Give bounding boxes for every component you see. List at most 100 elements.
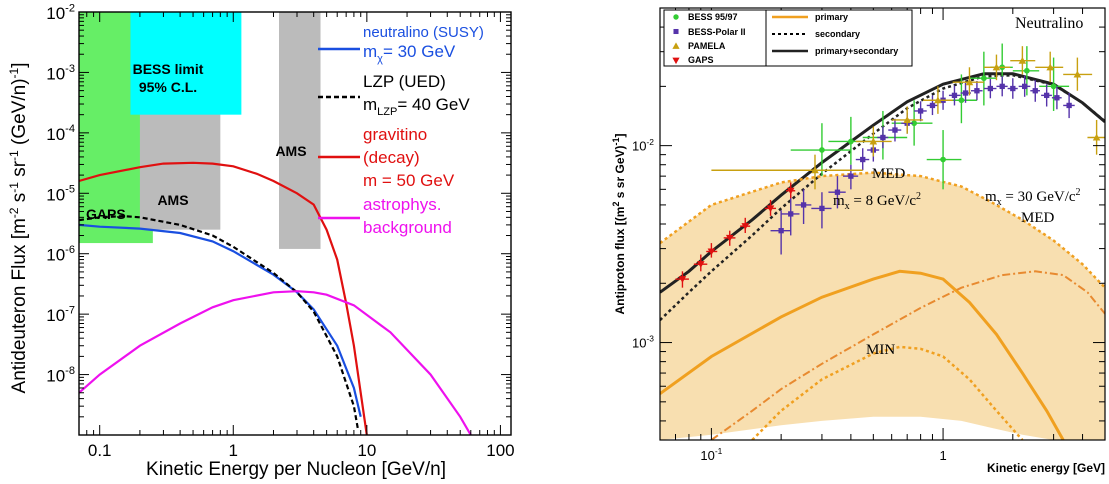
- mass-8gev-annotation: mx = 8 GeV/c2: [833, 191, 921, 212]
- legend-secondary-label: secondary: [815, 29, 860, 39]
- marker-bess-polar-ii: [834, 189, 841, 195]
- marker-bess-polar-ii: [1066, 102, 1072, 109]
- left-x-axis-title: Kinetic Energy per Nucleon [GeV/n]: [146, 459, 446, 480]
- marker-bess-polar-ii: [1032, 88, 1038, 94]
- marker-pamela: [992, 63, 1001, 71]
- min-annotation: MIN: [866, 342, 895, 358]
- data-point-pamela: [891, 106, 924, 134]
- x-tick-label: 10-1: [700, 446, 722, 463]
- legend-marker-gaps: [672, 57, 680, 65]
- legend-astro-label-2: background: [363, 218, 452, 237]
- marker-pamela: [811, 166, 819, 174]
- marker-bess-95-97: [940, 156, 946, 163]
- data-point-gaps: [786, 182, 796, 199]
- x-tick-label: 100: [486, 441, 514, 460]
- left-axis-ticks: 0.1 1 10 100 10-8 10-7 10-6 10-5 10-4 10-3 10-2: [46, 2, 514, 460]
- data-points-layer: [675, 43, 1105, 288]
- data-point-bess-95-97: [1039, 57, 1070, 111]
- marker-bess-polar-ii: [778, 228, 784, 234]
- legend-astro-label-1: astrophys.: [363, 195, 441, 214]
- marker-pamela: [903, 116, 911, 124]
- legend-pamela-label: PAMELA: [688, 41, 726, 51]
- neutralino-annotation: Neutralino: [1015, 15, 1083, 32]
- model-curve-1: [660, 73, 1105, 322]
- x-tick-label: 1: [939, 448, 946, 463]
- left-legend: neutralino (SUSY) mχ= 30 GeV LZP (UED) m…: [318, 24, 484, 237]
- ams-region-label-2: AMS: [275, 143, 306, 159]
- model-curve-3: [660, 269, 1065, 440]
- legend-marker-column: [672, 14, 680, 65]
- data-point-bess-polar-ii: [1041, 84, 1052, 107]
- data-point-bess-polar-ii: [971, 80, 983, 101]
- legend-neutralino-mass: mχ= 30 GeV: [363, 42, 456, 65]
- y-tick-label: 10-3: [632, 334, 654, 351]
- data-point-bess-95-97: [969, 51, 997, 106]
- data-point-bess-polar-ii: [1007, 78, 1018, 99]
- model-curve-5: [710, 270, 1105, 440]
- data-point-bess-polar-ii: [1051, 86, 1062, 110]
- marker-bess-95-97: [911, 120, 917, 127]
- data-point-pamela: [1010, 46, 1036, 75]
- data-point-bess-polar-ii: [770, 210, 791, 255]
- marker-bess-polar-ii: [880, 134, 886, 141]
- marker-bess-polar-ii: [892, 127, 898, 133]
- gaps-region-label: GAPS: [86, 206, 126, 222]
- med-top-annotation: MED: [872, 166, 906, 182]
- data-point-gaps: [764, 199, 776, 216]
- data-point-bess-polar-ii: [795, 189, 812, 224]
- marker-pamela: [1073, 70, 1082, 78]
- legend-marker-bess-95-97: [673, 14, 679, 20]
- data-point-pamela: [711, 154, 863, 190]
- data-point-bess-polar-ii: [914, 101, 927, 122]
- legend-marker-pamela: [672, 42, 680, 49]
- right-legend-frame: [663, 9, 913, 67]
- marker-bess-polar-ii: [1021, 83, 1028, 90]
- model-curve-0: [660, 72, 1105, 294]
- y-tick-label: 10-2: [632, 137, 654, 154]
- data-point-bess-polar-ii: [855, 148, 870, 171]
- marker-bess-polar-ii: [917, 108, 924, 114]
- left-y-axis-title: Antideuteron Flux [m-2 s-1 sr-1 (GeV/n)-…: [7, 63, 30, 394]
- legend-gaps-label: GAPS: [688, 55, 714, 65]
- marker-bess-polar-ii: [974, 88, 980, 94]
- data-point-pamela: [923, 86, 953, 114]
- marker-bess-95-97: [819, 147, 825, 153]
- data-point-bess-polar-ii: [926, 95, 938, 116]
- y-tick-label: 10-3: [46, 63, 75, 84]
- bess-limit-label-line1: BESS limit: [133, 61, 204, 77]
- right-chart: 10-1 1 10-3 10-2 BESS 95/97 BESS-Polar II P…: [611, 7, 1106, 475]
- data-point-bess-polar-ii: [828, 176, 846, 209]
- data-point-bess-polar-ii: [1063, 93, 1075, 119]
- series-line-1: [79, 214, 360, 431]
- series-line-3: [79, 290, 472, 435]
- data-point-bess-polar-ii: [877, 126, 889, 149]
- y-tick-label: 10-8: [46, 365, 75, 386]
- marker-bess-polar-ii: [929, 102, 936, 109]
- marker-pamela: [1018, 56, 1027, 64]
- marker-bess-95-97: [1050, 83, 1057, 90]
- data-point-pamela: [1035, 51, 1064, 83]
- series-line-0: [79, 223, 362, 418]
- med-uncertainty-band: [660, 172, 1105, 440]
- region-ams-2: [279, 12, 321, 249]
- data-point-pamela: [983, 54, 1011, 81]
- left-plot-frame: [78, 11, 512, 436]
- legend-gravitino-label-3: m = 50 GeV: [363, 171, 455, 190]
- legend-primary-label: primary: [815, 12, 848, 22]
- data-point-pamela: [855, 126, 892, 157]
- series-line-2: [79, 161, 368, 435]
- marker-bess-polar-ii: [951, 92, 958, 99]
- legend-besspolar-label: BESS-Polar II: [688, 27, 746, 37]
- data-point-bess-polar-ii: [781, 195, 800, 236]
- legend-neutralino-label: neutralino (SUSY): [363, 24, 484, 41]
- marker-bess-95-97: [981, 75, 987, 82]
- y-tick-label: 10-7: [46, 304, 75, 325]
- marker-bess-polar-ii: [987, 85, 994, 92]
- marker-bess-polar-ii: [860, 156, 866, 163]
- model-curve-2: [660, 171, 1105, 289]
- data-point-pamela: [1087, 119, 1105, 155]
- data-point-bess-polar-ii: [888, 118, 902, 142]
- data-point-bess-polar-ii: [948, 85, 961, 106]
- y-tick-label: 10-4: [46, 123, 75, 144]
- marker-bess-polar-ii: [800, 202, 807, 208]
